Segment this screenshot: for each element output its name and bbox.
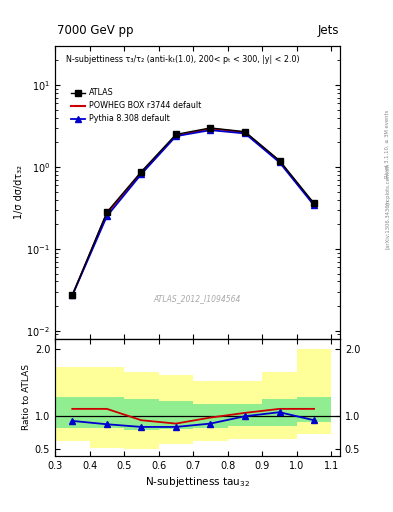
Text: mcplots.cern.ch: mcplots.cern.ch: [385, 163, 390, 205]
Text: [arXiv:1306.3436]: [arXiv:1306.3436]: [385, 201, 390, 249]
Text: 7000 GeV pp: 7000 GeV pp: [57, 24, 134, 37]
Text: Rivet 3.1.10, ≥ 3M events: Rivet 3.1.10, ≥ 3M events: [385, 109, 390, 178]
Legend: ATLAS, POWHEG BOX r3744 default, Pythia 8.308 default: ATLAS, POWHEG BOX r3744 default, Pythia …: [68, 85, 204, 126]
X-axis label: N-subjettiness tau$_{32}$: N-subjettiness tau$_{32}$: [145, 475, 250, 489]
Y-axis label: 1/σ dσ/dτ₃₂: 1/σ dσ/dτ₃₂: [13, 165, 24, 219]
Text: N-subjettiness τ₃/τ₂ (anti-kₜ(1.0), 200< pₜ < 300, |y| < 2.0): N-subjettiness τ₃/τ₂ (anti-kₜ(1.0), 200<…: [66, 55, 300, 64]
Text: ATLAS_2012_I1094564: ATLAS_2012_I1094564: [154, 294, 241, 304]
Y-axis label: Ratio to ATLAS: Ratio to ATLAS: [22, 364, 31, 430]
Text: Jets: Jets: [317, 24, 339, 37]
